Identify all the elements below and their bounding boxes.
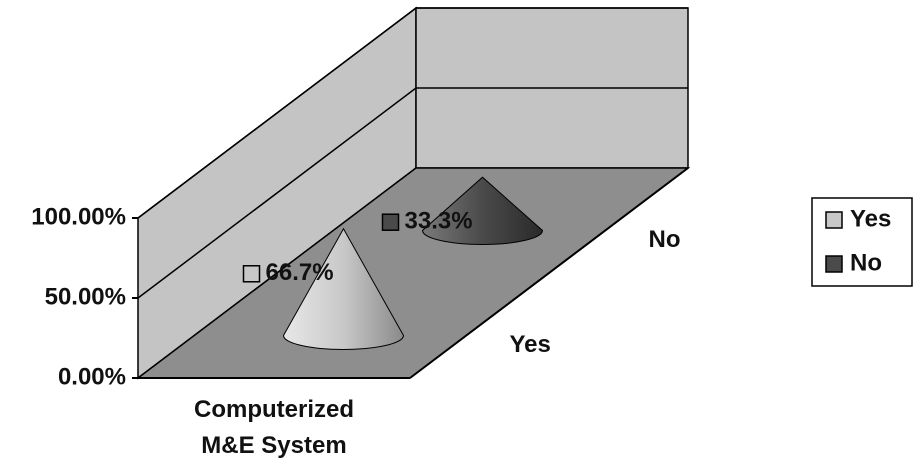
grid-line [137,87,688,299]
value-label: 66.7% [266,259,334,286]
cone [282,227,405,350]
value-label-key [381,213,400,231]
legend-key [825,255,843,273]
category-label: Computerized M&E System [193,396,354,459]
y-tick-label: 0.00% [58,363,126,390]
legend-label: No [850,249,882,276]
cone [421,176,544,245]
y-tick-label: 50.00% [45,283,126,310]
legend-key [825,211,843,229]
value-label-key [242,265,261,283]
grid-line [137,7,688,219]
legend-label: Yes [850,205,891,232]
value-label: 33.3% [405,208,473,235]
y-tick-label: 100.00% [31,203,126,230]
depth-axis [409,167,689,379]
depth-label: No [649,226,681,253]
depth-label: Yes [510,331,551,358]
